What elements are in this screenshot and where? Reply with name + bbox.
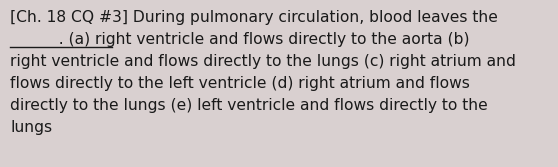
Text: right ventricle and flows directly to the lungs (c) right atrium and: right ventricle and flows directly to th… [10,54,516,69]
Text: . (a) right ventricle and flows directly to the aorta (b): . (a) right ventricle and flows directly… [10,32,469,47]
Text: lungs: lungs [10,120,52,135]
Text: flows directly to the left ventricle (d) right atrium and flows: flows directly to the left ventricle (d)… [10,76,470,91]
Text: directly to the lungs (e) left ventricle and flows directly to the: directly to the lungs (e) left ventricle… [10,98,488,113]
Text: [Ch. 18 CQ #3] During pulmonary circulation, blood leaves the: [Ch. 18 CQ #3] During pulmonary circulat… [10,10,498,25]
